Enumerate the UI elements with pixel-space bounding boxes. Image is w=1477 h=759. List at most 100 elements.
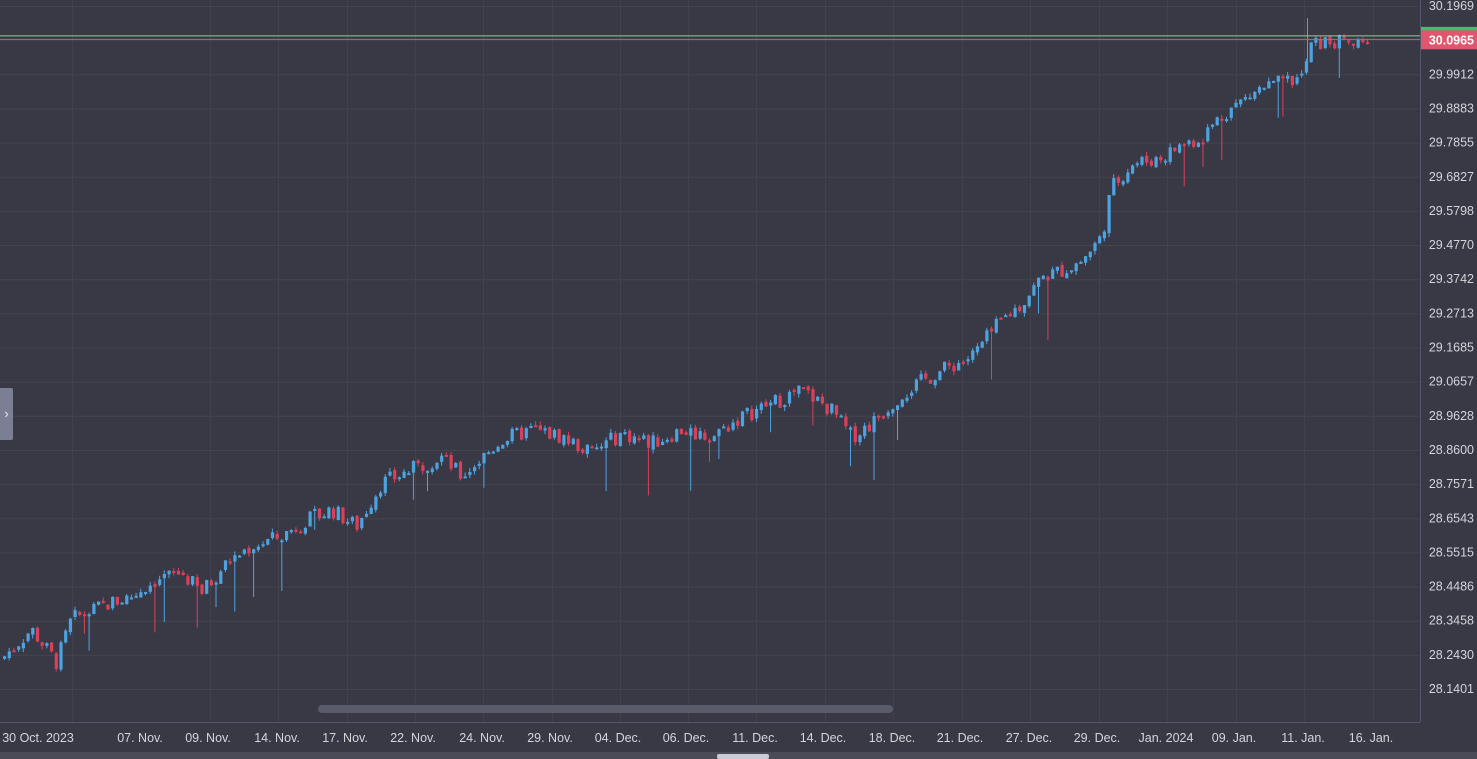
candle-body[interactable] bbox=[792, 389, 796, 392]
candle-body[interactable] bbox=[473, 467, 477, 472]
candle-body[interactable] bbox=[21, 642, 25, 649]
candle-body[interactable] bbox=[679, 428, 683, 435]
candle-body[interactable] bbox=[1135, 163, 1139, 166]
candle-body[interactable] bbox=[787, 391, 792, 404]
candle-body[interactable] bbox=[1004, 315, 1008, 318]
candle-body[interactable] bbox=[1055, 266, 1059, 271]
candle-body[interactable] bbox=[3, 656, 7, 659]
candle-body[interactable] bbox=[548, 427, 552, 439]
candle-body[interactable] bbox=[646, 435, 651, 448]
candle-body[interactable] bbox=[1074, 263, 1078, 272]
candle-body[interactable] bbox=[595, 447, 599, 450]
candle-body[interactable] bbox=[435, 462, 439, 469]
candle-body[interactable] bbox=[82, 614, 87, 617]
candle-body[interactable] bbox=[491, 451, 495, 454]
candle-body[interactable] bbox=[346, 521, 350, 524]
candle-body[interactable] bbox=[73, 610, 77, 618]
candle-body[interactable] bbox=[1225, 119, 1229, 122]
candle-body[interactable] bbox=[510, 428, 514, 442]
candle-body[interactable] bbox=[585, 444, 589, 454]
candle-body[interactable] bbox=[1145, 155, 1149, 163]
candle-body[interactable] bbox=[1093, 242, 1097, 251]
candle-body[interactable] bbox=[806, 386, 810, 391]
candle-body[interactable] bbox=[1046, 276, 1050, 281]
candle-body[interactable] bbox=[1337, 34, 1341, 49]
candle-body[interactable] bbox=[708, 440, 712, 443]
candle-body[interactable] bbox=[623, 432, 627, 435]
candle-body[interactable] bbox=[529, 426, 533, 429]
candle-body[interactable] bbox=[266, 539, 270, 545]
candle-body[interactable] bbox=[92, 603, 96, 614]
candle-body[interactable] bbox=[849, 427, 853, 430]
candle-body[interactable] bbox=[661, 441, 665, 445]
candle-body[interactable] bbox=[242, 549, 246, 554]
horizontal-scrollbar[interactable] bbox=[318, 705, 893, 713]
candle-body[interactable] bbox=[769, 402, 773, 406]
candle-body[interactable] bbox=[1220, 118, 1224, 121]
candle-body[interactable] bbox=[778, 395, 782, 408]
candle-body[interactable] bbox=[191, 576, 195, 585]
candle-body[interactable] bbox=[1008, 314, 1012, 317]
candle-body[interactable] bbox=[458, 461, 463, 479]
candle-body[interactable] bbox=[444, 454, 448, 457]
candle-body[interactable] bbox=[1121, 181, 1125, 185]
candle-body[interactable] bbox=[656, 437, 660, 447]
candle-body[interactable] bbox=[1239, 99, 1243, 105]
candle-body[interactable] bbox=[628, 430, 632, 443]
candle-body[interactable] bbox=[1248, 97, 1252, 100]
candle-body[interactable] bbox=[1286, 75, 1290, 79]
candle-body[interactable] bbox=[1088, 251, 1092, 258]
candle-body[interactable] bbox=[543, 428, 547, 431]
candle-body[interactable] bbox=[332, 508, 336, 519]
candle-body[interactable] bbox=[369, 507, 373, 514]
candle-body[interactable] bbox=[214, 582, 218, 585]
candle-body[interactable] bbox=[1276, 75, 1280, 82]
candle-body[interactable] bbox=[421, 465, 425, 471]
candle-body[interactable] bbox=[416, 460, 420, 464]
candle-body[interactable] bbox=[87, 614, 91, 617]
candle-body[interactable] bbox=[1098, 236, 1102, 244]
candle-body[interactable] bbox=[1126, 172, 1130, 183]
candle-body[interactable] bbox=[839, 415, 843, 418]
candle-body[interactable] bbox=[755, 408, 759, 419]
candle-body[interactable] bbox=[1116, 177, 1121, 183]
candle-body[interactable] bbox=[816, 396, 820, 401]
candle-body[interactable] bbox=[1168, 147, 1172, 162]
candle-body[interactable] bbox=[1319, 39, 1323, 50]
candle-body[interactable] bbox=[289, 530, 293, 533]
candle-body[interactable] bbox=[327, 507, 331, 519]
candle-body[interactable] bbox=[1201, 142, 1205, 145]
candle-body[interactable] bbox=[228, 561, 232, 564]
candle-body[interactable] bbox=[1027, 295, 1031, 307]
candle-body[interactable] bbox=[928, 379, 933, 384]
candle-body[interactable] bbox=[153, 584, 157, 587]
candle-body[interactable] bbox=[731, 422, 735, 430]
candle-body[interactable] bbox=[1069, 270, 1074, 273]
candle-body[interactable] bbox=[1215, 117, 1219, 126]
candle-body[interactable] bbox=[722, 426, 726, 429]
candle-body[interactable] bbox=[693, 427, 698, 440]
candle-body[interactable] bbox=[1187, 140, 1191, 145]
candle-body[interactable] bbox=[914, 379, 918, 391]
candle-body[interactable] bbox=[905, 397, 909, 401]
candle-body[interactable] bbox=[698, 431, 702, 439]
candle-body[interactable] bbox=[440, 455, 444, 462]
candle-body[interactable] bbox=[802, 387, 806, 390]
candle-body[interactable] bbox=[1060, 264, 1064, 277]
candle-body[interactable] bbox=[1065, 273, 1069, 279]
candle-body[interactable] bbox=[1107, 194, 1111, 234]
candle-body[interactable] bbox=[294, 529, 298, 532]
candle-body[interactable] bbox=[261, 544, 265, 547]
candle-body[interactable] bbox=[952, 365, 956, 372]
candle-body[interactable] bbox=[957, 363, 961, 371]
candle-body[interactable] bbox=[980, 341, 984, 348]
candle-body[interactable] bbox=[557, 429, 561, 443]
candle-body[interactable] bbox=[454, 462, 458, 468]
candle-body[interactable] bbox=[1079, 261, 1083, 264]
candle-body[interactable] bbox=[825, 403, 829, 415]
candle-body[interactable] bbox=[45, 643, 49, 646]
candle-body[interactable] bbox=[317, 508, 322, 519]
candle-body[interactable] bbox=[863, 425, 867, 437]
candle-body[interactable] bbox=[651, 435, 655, 450]
